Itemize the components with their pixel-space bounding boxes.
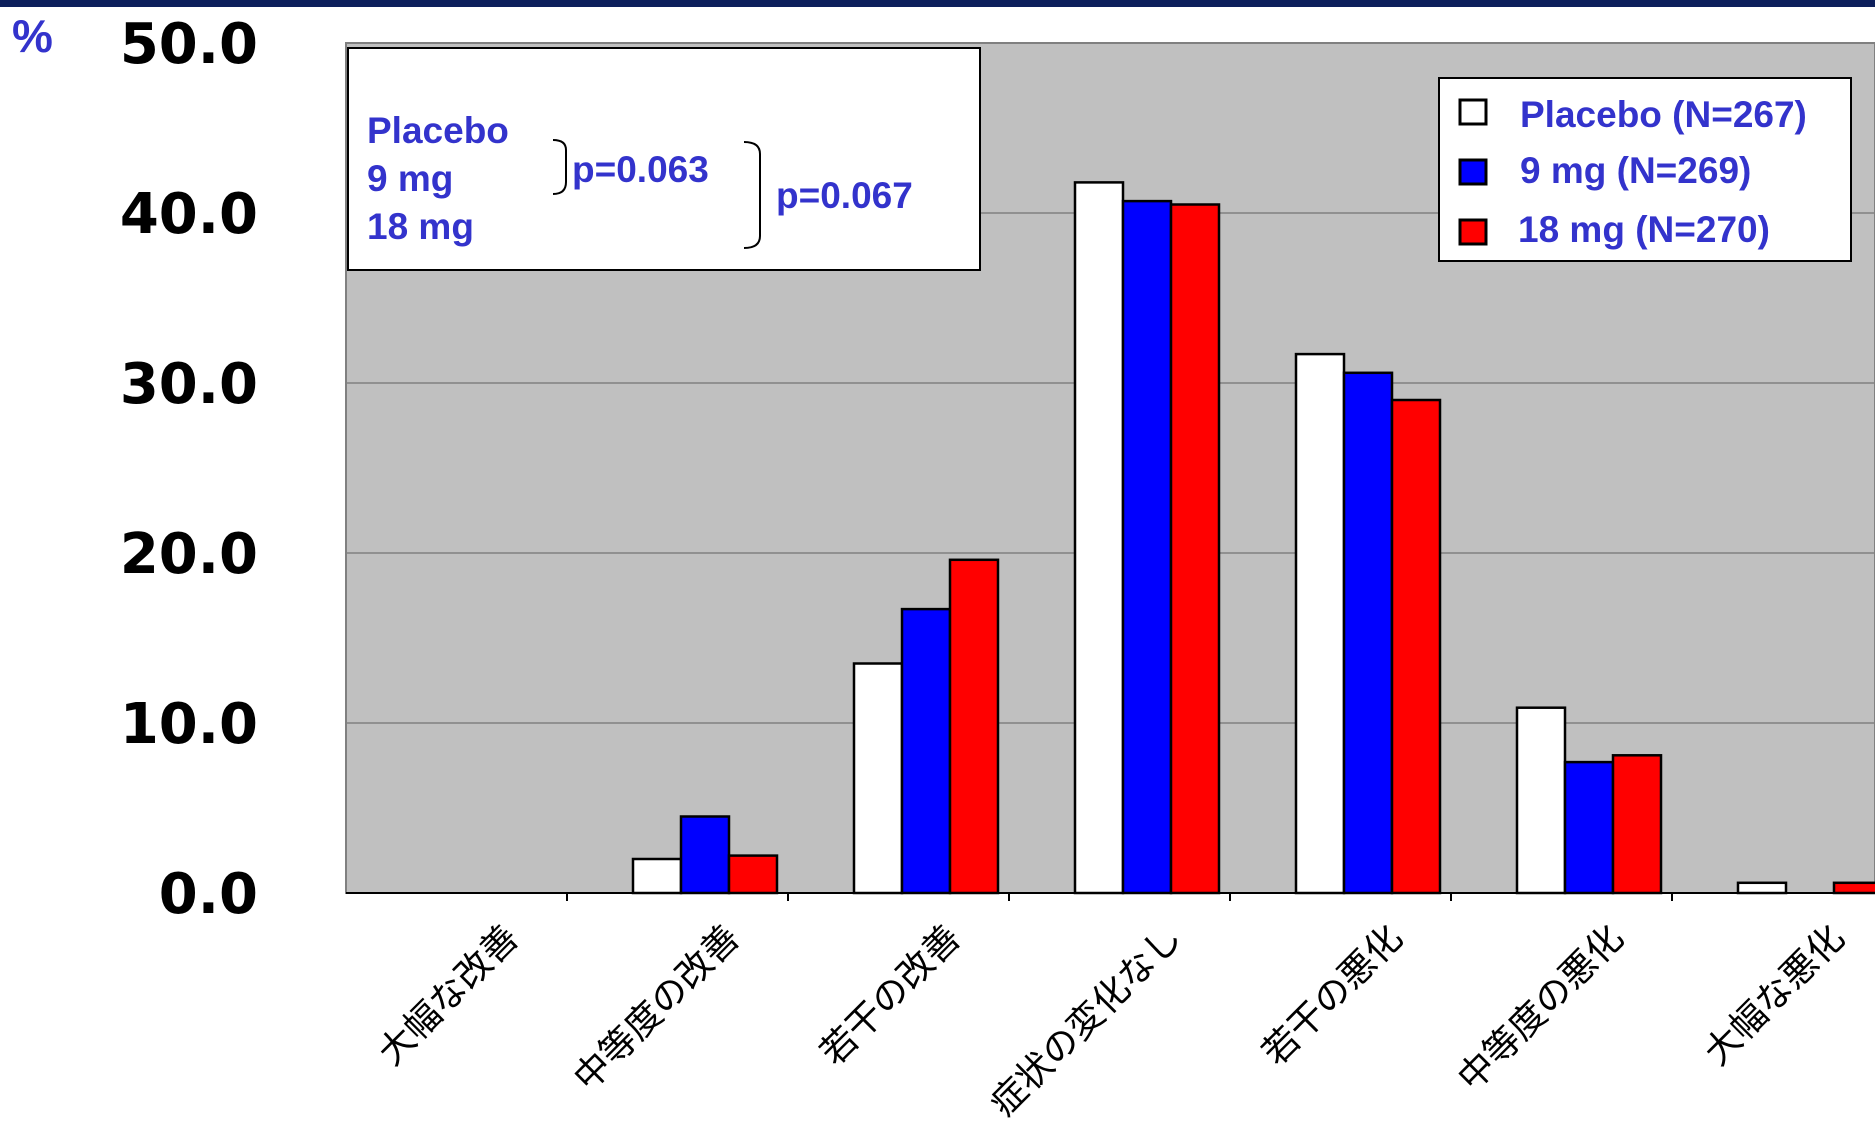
annotation-group-placebo: Placebo [367,110,509,151]
bar [1342,371,1394,895]
legend: Placebo (N=267) 9 mg (N=269) 18 mg (N=27… [1438,77,1852,262]
x-tick-label: 若干の改善 [813,917,969,1073]
bar [1832,881,1875,895]
y-tick-label: 40.0 [120,182,258,247]
bar [679,815,731,895]
annotation-group-9mg: 9 mg [367,158,453,199]
y-tick-label: 50.0 [120,12,258,77]
bar [1736,881,1788,895]
x-tick-label: 中等度の改善 [566,917,748,1099]
p-value-placebo-9mg: p=0.063 [572,149,709,190]
bar [1515,706,1567,895]
legend-label-placebo: Placebo (N=267) [1520,94,1807,135]
top-border [0,0,1875,7]
bar [631,857,683,895]
p-value-placebo-18mg: p=0.067 [776,175,913,216]
x-tick-label: 大幅な悪化 [1697,917,1853,1073]
y-tick-label: 30.0 [120,352,258,417]
x-tick-label: 中等度の悪化 [1450,917,1632,1099]
bar [948,558,1000,895]
legend-swatch-9mg [1458,158,1488,186]
x-tick-label: 症状の変化なし [983,917,1190,1124]
bar [900,607,952,895]
y-tick-label: 10.0 [120,692,258,757]
bar [852,662,904,895]
x-axis-ticks: 大幅な改善 中等度の改善 若干の改善 症状の変化なし 若干の悪化 中等度の悪化 大幅な悪化 [371,917,1853,1124]
y-tick-label: 20.0 [120,522,258,587]
bar [1294,352,1346,895]
bar [1611,754,1663,895]
legend-swatch-18mg [1458,218,1488,246]
x-tick-label: 若干の悪化 [1255,917,1411,1073]
bar [1563,760,1615,895]
bars [631,181,1875,895]
bar [1169,203,1221,895]
bar [1390,398,1442,895]
bar [727,854,779,895]
y-tick-label: 0.0 [159,862,258,927]
y-axis-ticks: 0.0 10.0 20.0 30.0 40.0 50.0 [120,12,258,927]
bar [1073,181,1125,895]
legend-label-9mg: 9 mg (N=269) [1520,150,1751,191]
bar [1121,199,1173,895]
legend-swatch-placebo [1458,98,1488,126]
legend-label-18mg: 18 mg (N=270) [1518,209,1770,250]
y-axis-unit: % [12,10,53,62]
p-value-annotation: Placebo 9 mg 18 mg p=0.063 p=0.067 [347,47,981,271]
x-tick-label: 大幅な改善 [371,917,527,1073]
annotation-group-18mg: 18 mg [367,206,474,247]
